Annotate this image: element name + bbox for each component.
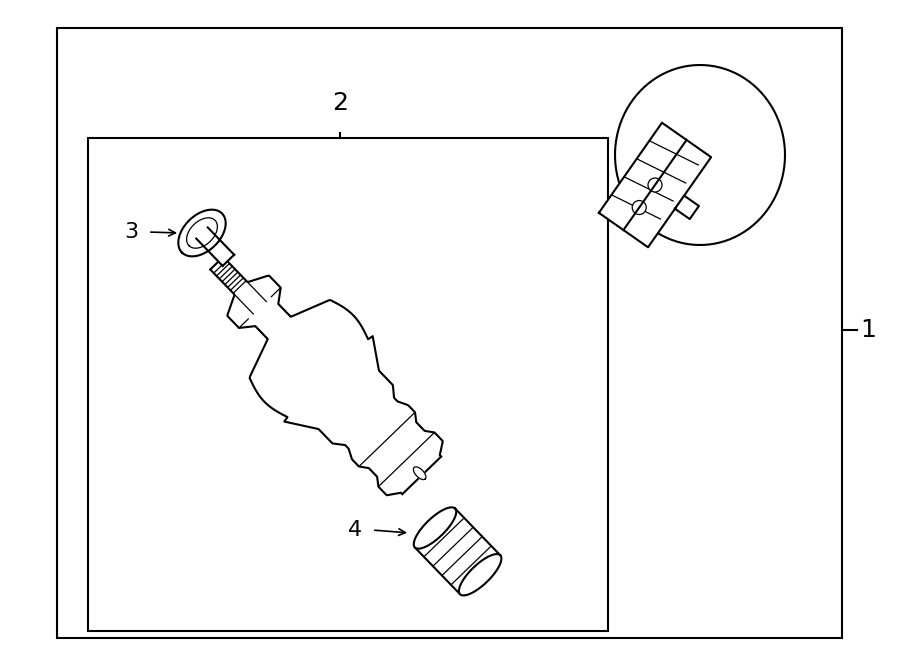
Text: 2: 2 [332,91,348,115]
Polygon shape [414,508,456,549]
Polygon shape [211,257,443,495]
Polygon shape [675,196,699,219]
Bar [57,28,842,638]
Polygon shape [598,123,711,247]
Polygon shape [615,65,785,245]
Text: 1: 1 [860,318,876,342]
Text: 3: 3 [124,222,138,242]
Ellipse shape [632,200,646,215]
Ellipse shape [648,178,662,192]
Polygon shape [415,508,500,594]
Polygon shape [196,227,234,266]
Text: 4: 4 [348,520,362,540]
Bar [88,138,608,631]
Polygon shape [413,467,426,480]
Polygon shape [178,210,226,256]
Polygon shape [459,554,501,596]
